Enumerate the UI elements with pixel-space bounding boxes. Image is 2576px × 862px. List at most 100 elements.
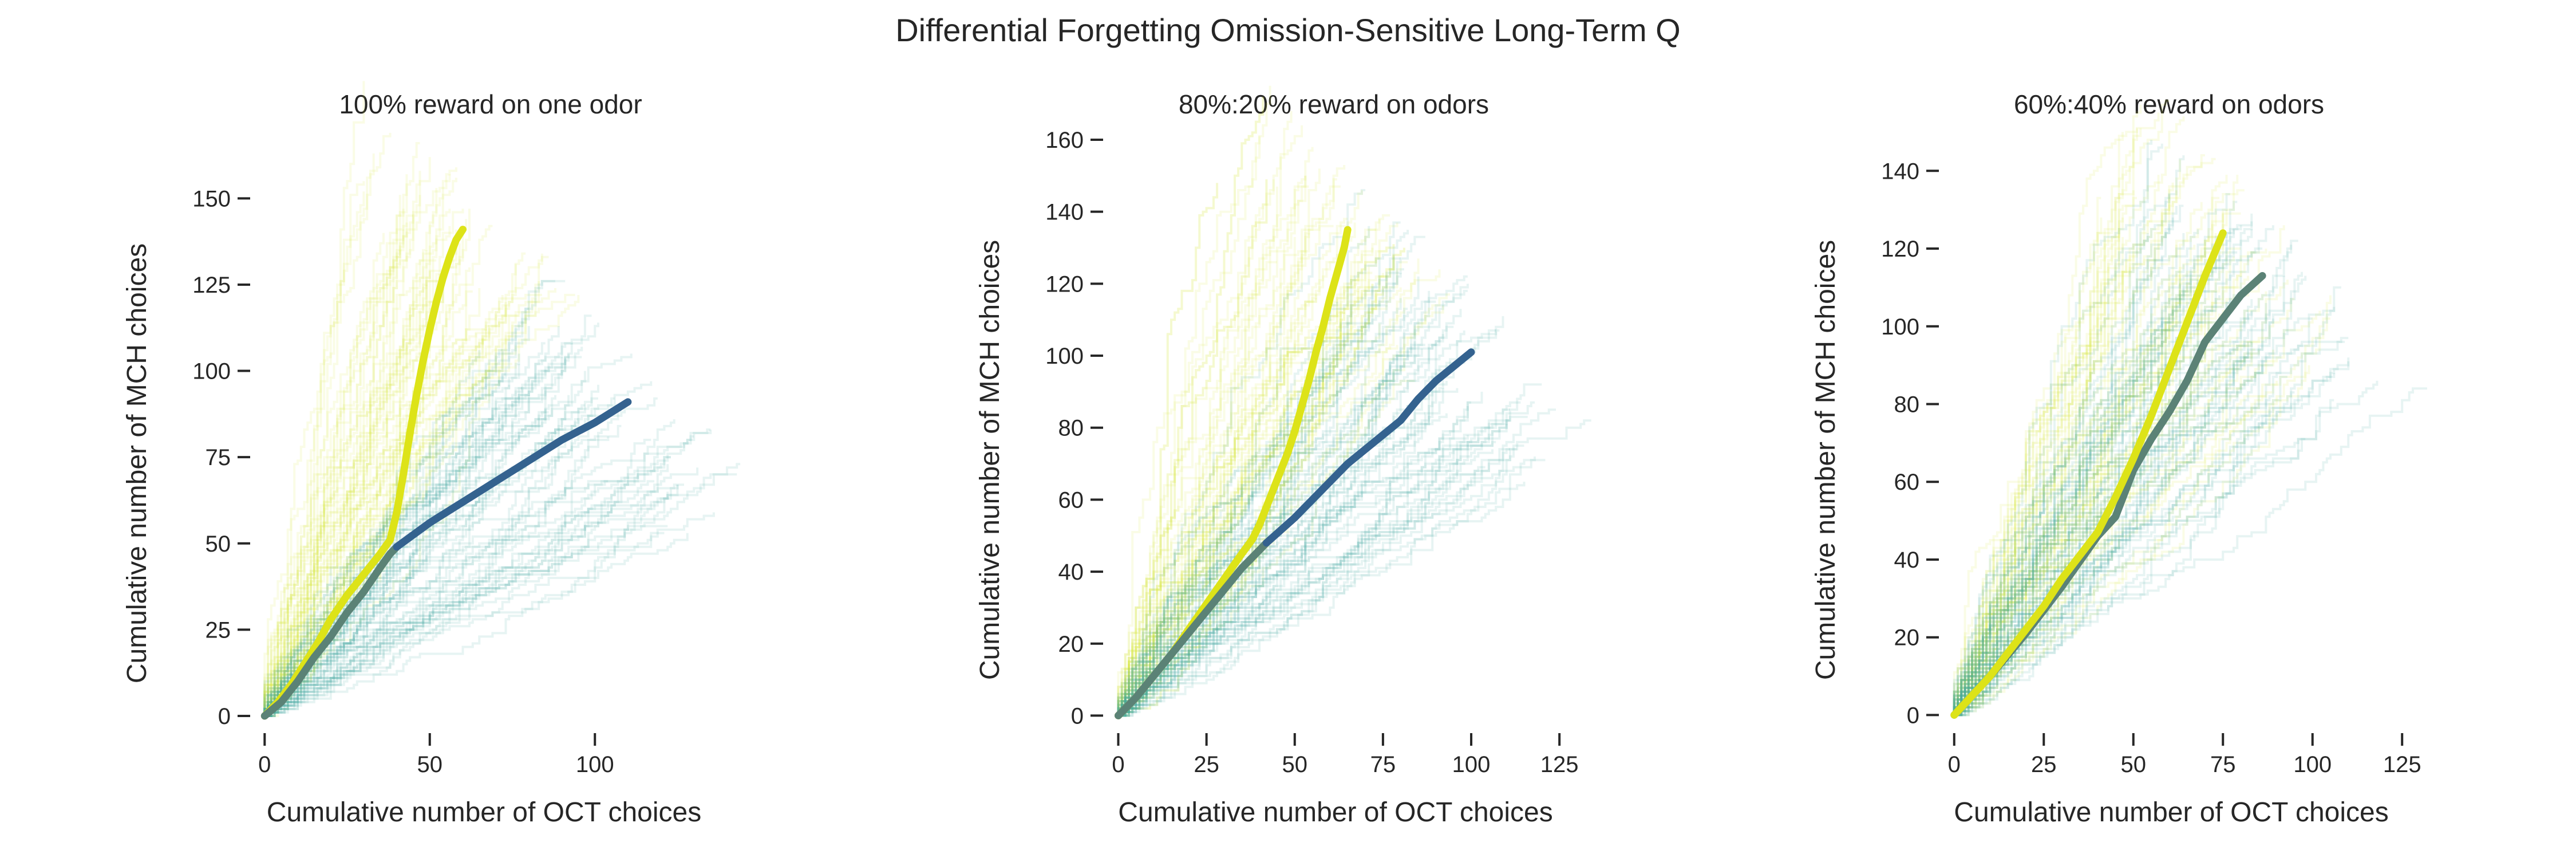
- background-trace: [1117, 147, 1314, 716]
- background-trace: [264, 267, 471, 717]
- background-trace: [264, 436, 610, 717]
- background-trace: [263, 419, 675, 716]
- background-trace: [1117, 308, 1408, 716]
- background-trace: [1953, 175, 2160, 715]
- background-trace: [1954, 348, 2255, 717]
- background-trace: [263, 387, 552, 716]
- background-trace: [263, 412, 619, 716]
- series-line-2: [1950, 229, 2227, 719]
- background-trace: [1953, 190, 2135, 715]
- background-trace: [1117, 435, 1469, 716]
- y-axis-label: Cumulative number of MCH choices: [122, 243, 152, 683]
- series-line-3: [393, 398, 632, 551]
- background-trace: [1954, 100, 2170, 717]
- y-tick-label: 160: [1045, 128, 1084, 153]
- y-tick-label: 140: [1045, 200, 1084, 225]
- panel-3: 60%:40% reward on odors 0 20 40 60 80 100 120 14…: [1811, 89, 2427, 828]
- x-tick-label: 25: [1194, 752, 1219, 777]
- background-trace: [1117, 179, 1268, 716]
- background-trace: [263, 397, 658, 716]
- x-axis-label: Cumulative number of OCT choices: [1118, 797, 1552, 828]
- background-trace: [1118, 419, 1510, 717]
- y-tick-label: 120: [1045, 271, 1084, 297]
- background-trace: [1118, 401, 1535, 717]
- background-trace: [1117, 183, 1219, 716]
- background-trace: [1117, 269, 1441, 716]
- background-trace: [1954, 245, 2178, 717]
- background-trace: [1117, 305, 1444, 716]
- background-trace: [264, 428, 711, 717]
- background-trace: [1954, 318, 2274, 717]
- background-trace: [263, 456, 671, 716]
- background-trace: [1118, 482, 1526, 717]
- background-trace: [264, 338, 486, 717]
- background-trace: [1118, 334, 1444, 717]
- y-tick-label: 50: [206, 532, 231, 557]
- background-trace: [263, 226, 451, 716]
- background-trace: [263, 397, 615, 716]
- background-trace: [1118, 255, 1395, 717]
- background-trace: [1118, 214, 1390, 717]
- background-trace: [1117, 190, 1363, 716]
- background-trace: [263, 243, 461, 716]
- background-trace: [1954, 210, 2228, 717]
- background-trace: [1117, 330, 1465, 716]
- background-trace: [1953, 213, 2253, 715]
- background-trace: [1118, 449, 1494, 717]
- background-trace: [1117, 344, 1425, 716]
- background-trace: [1954, 235, 2119, 717]
- background-trace: [1117, 165, 1346, 716]
- background-trace: [1118, 290, 1360, 717]
- background-trace: [1117, 401, 1521, 716]
- background-trace: [1953, 132, 2124, 715]
- background-trace: [1954, 159, 2182, 717]
- background-trace: [263, 222, 408, 716]
- background-trace: [263, 208, 471, 716]
- background-trace: [264, 532, 665, 717]
- background-trace: [1118, 298, 1402, 717]
- background-trace: [1118, 96, 1265, 717]
- background-trace: [1954, 337, 2349, 717]
- background-trace: [264, 480, 609, 717]
- background-trace: [1953, 229, 2199, 715]
- background-trace: [1953, 249, 2142, 715]
- background-trace: [1953, 373, 2336, 715]
- x-tick-label: 0: [1112, 752, 1124, 777]
- background-trace: [1118, 440, 1496, 717]
- y-tick-label: 60: [1894, 470, 1920, 495]
- background-trace: [1117, 183, 1219, 716]
- background-trace: [1953, 365, 2264, 715]
- y-tick-label: 125: [192, 273, 231, 298]
- background-trace: [1953, 202, 2203, 715]
- background-trace: [263, 381, 653, 716]
- background-trace: [263, 294, 575, 716]
- background-trace: [263, 153, 375, 716]
- background-trace: [264, 314, 519, 717]
- y-tick-label: 0: [1907, 703, 1919, 728]
- background-trace: [263, 280, 566, 716]
- background-trace: [1953, 112, 2160, 715]
- background-trace: [1953, 196, 2219, 715]
- background-trace: [1117, 178, 1337, 716]
- background-trace: [1118, 329, 1500, 717]
- background-trace: [264, 485, 679, 717]
- background-trace: [1118, 189, 1366, 717]
- background-trace: [1118, 230, 1409, 717]
- background-trace: [1954, 391, 2295, 717]
- background-trace: [263, 171, 421, 716]
- background-trace: [1118, 276, 1420, 717]
- background-trace: [1954, 376, 2287, 717]
- y-tick-label: 40: [1894, 548, 1920, 573]
- panel-title: 80%:20% reward on odors: [1179, 89, 1489, 119]
- background-trace: [1953, 291, 2267, 715]
- background-trace: [1954, 349, 2274, 717]
- background-trace: [1117, 261, 1277, 716]
- background-trace: [264, 181, 365, 717]
- x-tick-label: 100: [2293, 752, 2332, 777]
- background-trace: [1954, 356, 2249, 717]
- background-trace: [263, 229, 405, 716]
- background-trace: [1954, 116, 2185, 717]
- background-trace: [1954, 245, 2196, 717]
- y-tick-label: 150: [192, 186, 231, 211]
- background-trace: [263, 259, 437, 716]
